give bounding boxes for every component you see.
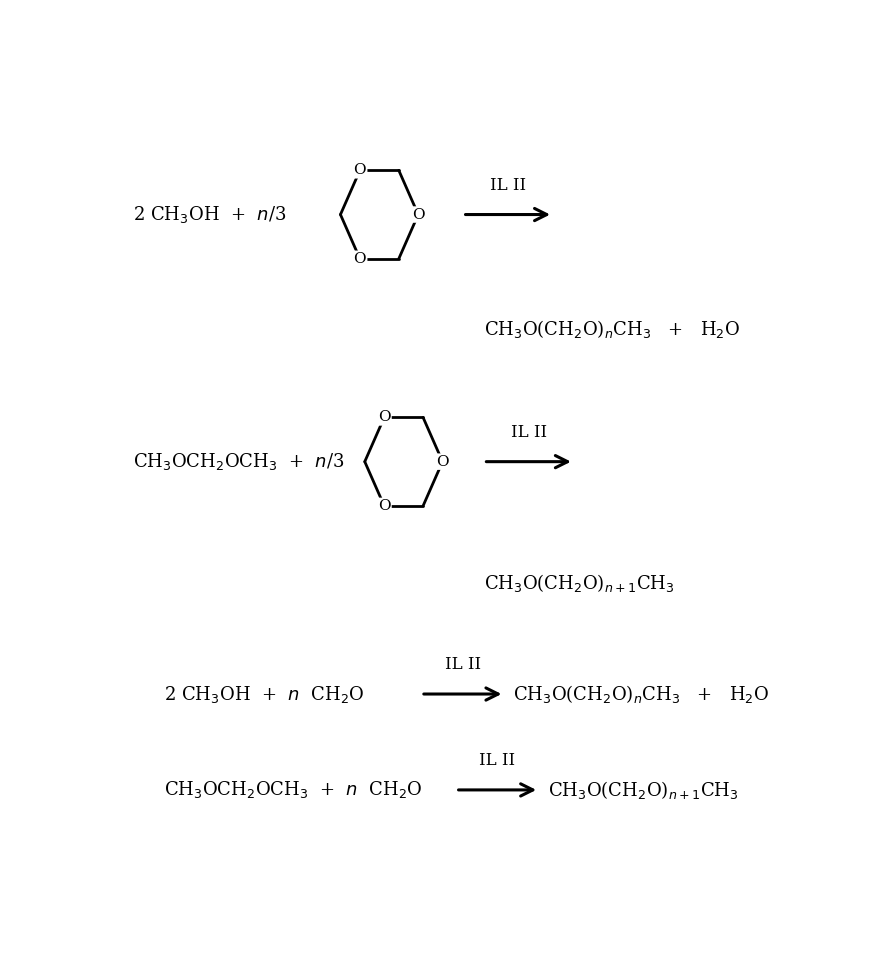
Text: CH$_3$OCH$_2$OCH$_3$  +  $n$/3: CH$_3$OCH$_2$OCH$_3$ + $n$/3 [133,451,344,472]
Text: IL II: IL II [511,424,547,441]
Text: 2 CH$_3$OH  +  $n$  CH$_2$O: 2 CH$_3$OH + $n$ CH$_2$O [164,683,365,704]
Text: O: O [436,455,449,468]
Text: O: O [378,410,391,424]
Text: CH$_3$OCH$_2$OCH$_3$  +  $n$  CH$_2$O: CH$_3$OCH$_2$OCH$_3$ + $n$ CH$_2$O [164,780,423,801]
Text: O: O [412,208,425,221]
Text: 2 CH$_3$OH  +  $n$/3: 2 CH$_3$OH + $n$/3 [133,204,286,225]
Text: CH$_3$O(CH$_2$O)$_n$CH$_3$   +   H$_2$O: CH$_3$O(CH$_2$O)$_n$CH$_3$ + H$_2$O [513,683,770,705]
Text: IL II: IL II [490,177,526,194]
Text: IL II: IL II [479,752,515,769]
Text: CH$_3$O(CH$_2$O)$_{n+1}$CH$_3$: CH$_3$O(CH$_2$O)$_{n+1}$CH$_3$ [548,779,738,801]
Text: IL II: IL II [444,656,481,673]
Text: CH$_3$O(CH$_2$O)$_{n+1}$CH$_3$: CH$_3$O(CH$_2$O)$_{n+1}$CH$_3$ [484,572,674,594]
Text: O: O [354,163,366,177]
Text: CH$_3$O(CH$_2$O)$_n$CH$_3$   +   H$_2$O: CH$_3$O(CH$_2$O)$_n$CH$_3$ + H$_2$O [484,318,740,340]
Text: O: O [354,252,366,265]
Text: O: O [378,499,391,513]
